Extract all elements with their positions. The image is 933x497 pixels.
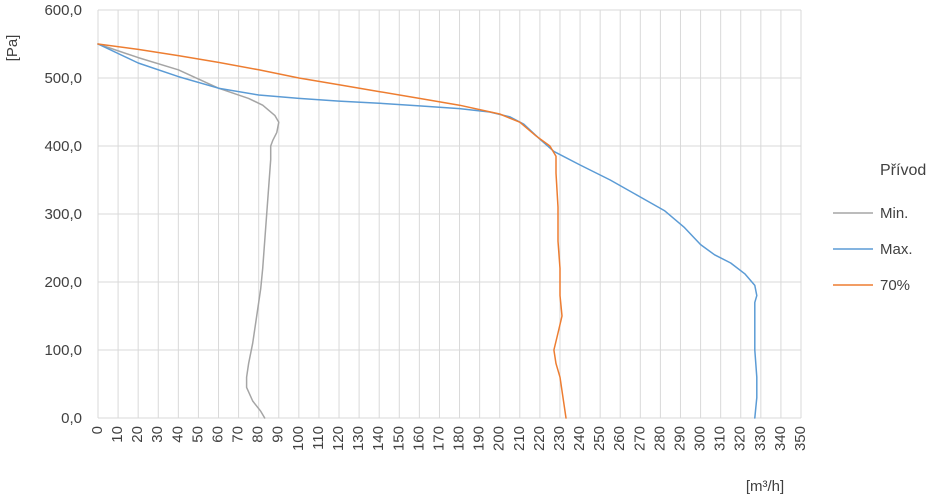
grid-lines [97,9,802,419]
series-lines [97,43,758,419]
legend: Přívod Min. Max. 70% [833,162,926,294]
x-tick-label: 340 [772,426,789,451]
x-tick-label: 140 [370,426,387,451]
legend-label: Min. [880,205,908,222]
x-tick-label: 300 [692,426,709,451]
x-tick-label: 320 [732,426,749,451]
x-tick-label: 170 [430,426,447,451]
y-tick-label: 500,0 [44,70,82,87]
series-line-min [97,43,280,419]
x-tick-label: 230 [551,426,568,451]
y-tick-label: 0,0 [61,410,82,427]
x-tick-label: 290 [671,426,688,451]
x-tick-label: 220 [531,426,548,451]
x-tick-label: 150 [390,426,407,451]
legend-label: Max. [880,241,913,258]
x-tick-label: 260 [611,426,628,451]
x-tick-label: 30 [149,426,166,443]
x-tick-label: 130 [350,426,367,451]
y-tick-label: 200,0 [44,274,82,291]
x-tick-label: 180 [451,426,468,451]
x-tick-label: 240 [571,426,588,451]
x-tick-label: 310 [712,426,729,451]
x-tick-label: 250 [591,426,608,451]
x-tick-label: 60 [209,426,226,443]
x-tick-label: 270 [631,426,648,451]
y-tick-label: 600,0 [44,2,82,19]
x-tick-label: 90 [270,426,287,443]
x-tick-label: 190 [471,426,488,451]
series-line-max [97,43,758,419]
y-tick-label: 300,0 [44,206,82,223]
y-tick-label: 100,0 [44,342,82,359]
x-tick-label: 160 [410,426,427,451]
x-axis-title: [m³/h] [746,478,784,495]
x-tick-label: 330 [752,426,769,451]
x-tick-label: 10 [109,426,126,443]
x-tick-label: 100 [290,426,307,451]
x-tick-label: 80 [250,426,267,443]
x-tick-label: 350 [792,426,809,451]
y-tick-label: 400,0 [44,138,82,155]
x-tick-label: 70 [230,426,247,443]
x-tick-label: 200 [491,426,508,451]
series-line-70 [97,43,567,419]
x-tick-label: 280 [651,426,668,451]
legend-title: Přívod [880,162,926,179]
y-axis-ticks: 0,0 100,0 200,0 300,0 400,0 500,0 600,0 [44,2,82,427]
x-tick-label: 40 [169,426,186,443]
legend-label: 70% [880,277,910,294]
x-tick-label: 0 [89,426,106,434]
x-tick-label: 20 [129,426,146,443]
x-axis-ticks: 0 10 20 30 40 50 60 70 80 90 100 110 120 130 140 150 160… [89,426,809,451]
x-tick-label: 120 [330,426,347,451]
x-tick-label: 210 [511,426,528,451]
x-tick-label: 50 [189,426,206,443]
y-axis-title: [Pa] [4,35,21,62]
x-tick-label: 110 [310,426,327,450]
